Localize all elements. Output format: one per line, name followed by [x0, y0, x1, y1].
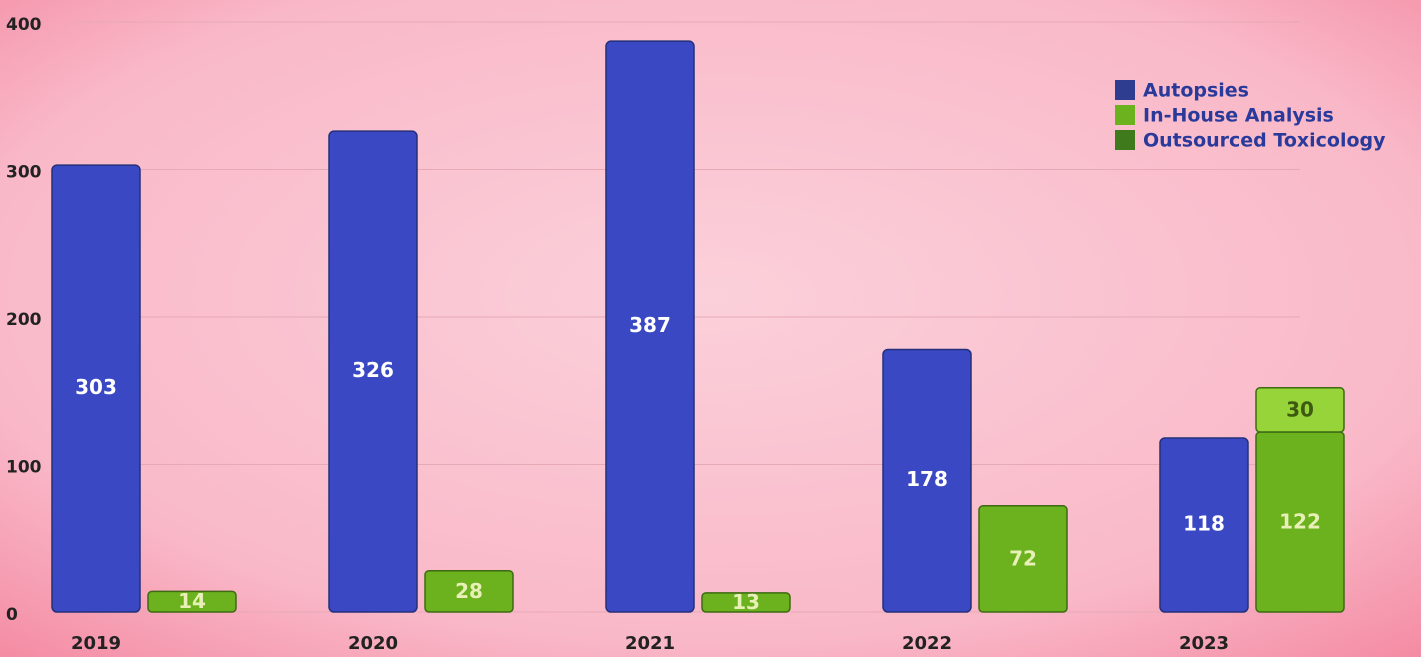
data-label: 387 [629, 313, 671, 337]
bar [882, 348, 972, 613]
x-tick-label: 2023 [1179, 633, 1229, 654]
y-tick-label: 400 [6, 15, 42, 35]
legend-label: Outsourced Toxicology [1143, 130, 1386, 152]
legend-label: Autopsies [1143, 80, 1249, 102]
legend-label: In-House Analysis [1143, 105, 1334, 127]
data-label: 303 [75, 375, 117, 399]
bar [328, 130, 418, 613]
legend-swatch [1115, 130, 1135, 150]
y-tick-label: 100 [6, 458, 42, 478]
bar [605, 40, 695, 613]
y-tick-label: 200 [6, 310, 42, 330]
legend-swatch [1115, 105, 1135, 125]
x-tick-label: 2021 [625, 633, 675, 654]
x-tick-label: 2022 [902, 633, 952, 654]
bar [424, 569, 514, 613]
bar [1159, 437, 1249, 613]
data-label: 118 [1183, 511, 1225, 535]
bar [147, 590, 237, 613]
y-tick-label: 0 [6, 605, 18, 625]
data-label: 14 [178, 589, 206, 613]
x-tick-label: 2019 [71, 633, 121, 654]
bar [51, 164, 141, 613]
data-label: 30 [1286, 397, 1314, 421]
data-label: 28 [455, 579, 483, 603]
data-label: 72 [1009, 546, 1037, 570]
y-tick-label: 300 [6, 163, 42, 183]
data-label: 326 [352, 358, 394, 382]
legend-swatch [1115, 80, 1135, 100]
data-label: 122 [1279, 510, 1321, 534]
bar [1255, 387, 1345, 433]
x-tick-label: 2020 [348, 633, 398, 654]
data-label: 178 [906, 467, 948, 491]
data-label: 13 [732, 590, 760, 614]
bar [701, 592, 791, 613]
bar [978, 505, 1068, 613]
